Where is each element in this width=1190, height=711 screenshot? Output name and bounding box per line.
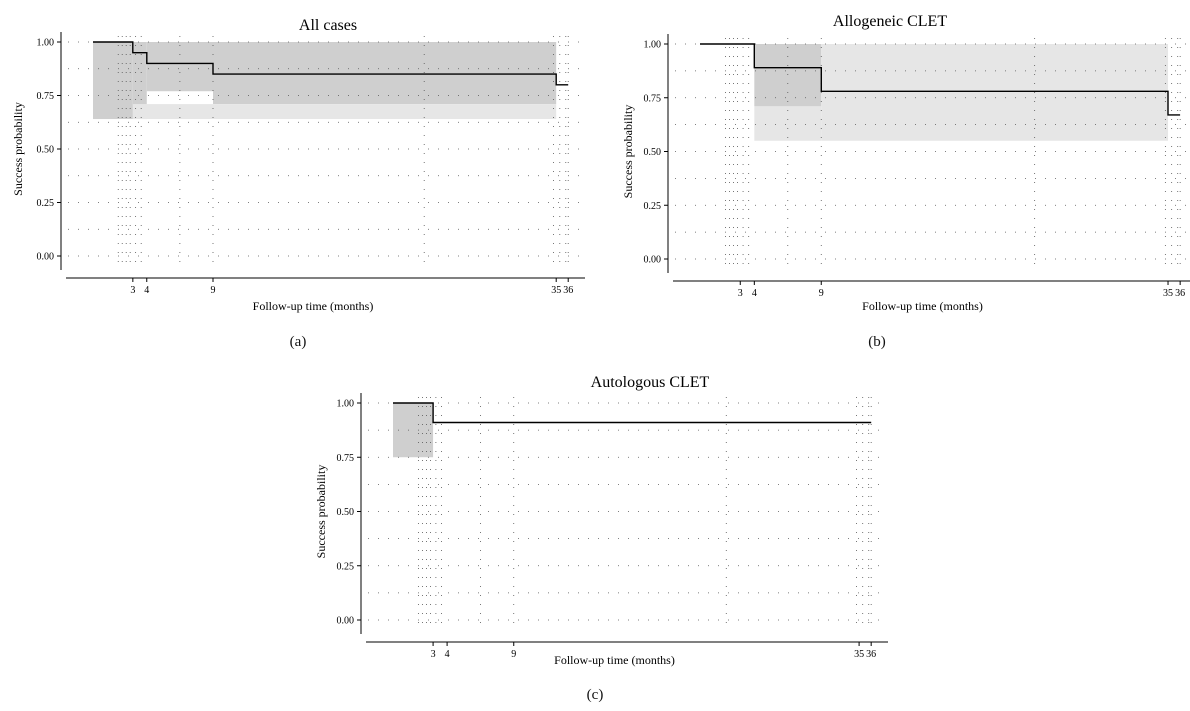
chart-panel-c: 0.00 0.25 0.50 0.75 1.00 3 4 9 35 36 Autologous CL… (300, 360, 910, 680)
y-tick-label: 0.50 (337, 507, 355, 518)
y-tick-label: 0.50 (644, 147, 662, 158)
ci-band (754, 44, 822, 107)
y-tick-label: 1.00 (644, 40, 662, 51)
x-tick-label: 9 (819, 288, 824, 299)
ci-band (93, 42, 133, 120)
ci-band (132, 42, 147, 120)
chart-panel-b: 0.00 0.25 0.50 0.75 1.00 3 4 9 35 36 Allogeneic CL… (605, 0, 1190, 340)
x-tick-label: 4 (144, 285, 149, 296)
y-tick-label: 0.25 (644, 201, 662, 212)
x-tick-label: 35 (1163, 288, 1173, 299)
x-axis-label: Follow-up time (months) (253, 299, 374, 313)
panel-label-b: (b) (868, 334, 886, 350)
chart-title: All cases (299, 17, 357, 34)
survival-step-line (393, 402, 872, 424)
chart-a-svg: 0.00 0.25 0.50 0.75 1.00 3 4 9 35 36 All cases Foll… (11, 17, 585, 313)
x-axis-label: Follow-up time (months) (862, 299, 983, 313)
x-tick-label: 4 (752, 288, 757, 299)
y-tick-label: 1.00 (37, 38, 55, 49)
y-tick-label: 0.00 (37, 252, 55, 263)
x-tick-label: 4 (445, 649, 450, 660)
x-tick-label: 9 (511, 649, 516, 660)
x-tick-label: 3 (130, 285, 135, 296)
y-tick-label: 0.75 (37, 91, 55, 102)
ci-band (754, 106, 822, 141)
y-tick-label: 0.50 (37, 145, 55, 156)
x-axis-label: Follow-up time (months) (554, 653, 675, 667)
y-tick-label: 0.75 (337, 453, 355, 464)
chart-panel-a: 0.00 0.25 0.50 0.75 1.00 3 4 9 35 36 All cases Foll… (0, 0, 600, 340)
x-tick-label: 36 (1175, 288, 1185, 299)
y-tick-label: 0.25 (37, 198, 55, 209)
survival-step-line (93, 41, 569, 86)
chart-title: Allogeneic CLET (833, 13, 947, 30)
x-tick-label: 3 (431, 649, 436, 660)
ci-band (821, 44, 1169, 141)
survival-step-line (700, 43, 1181, 116)
y-tick-label: 0.00 (337, 616, 355, 627)
y-tick-label: 0.00 (644, 255, 662, 266)
y-axis-label: Success probability (314, 465, 328, 559)
y-axis-label: Success probability (11, 102, 25, 196)
ci-band (393, 403, 434, 458)
y-axis-label: Success probability (621, 105, 635, 199)
panel-label-c: (c) (586, 687, 604, 703)
y-tick-label: 0.75 (644, 93, 662, 104)
x-tick-label: 36 (563, 285, 573, 296)
x-tick-label: 9 (211, 285, 216, 296)
ci-band (146, 42, 213, 92)
x-tick-label: 35 (551, 285, 561, 296)
x-tick-label: 35 (854, 649, 864, 660)
y-tick-label: 1.00 (337, 399, 355, 410)
ci-band (132, 104, 557, 120)
x-tick-label: 36 (866, 649, 876, 660)
chart-title: Autologous CLET (591, 374, 710, 391)
y-tick-label: 0.25 (337, 561, 355, 572)
x-tick-label: 3 (738, 288, 743, 299)
chart-c-svg: 0.00 0.25 0.50 0.75 1.00 3 4 9 35 36 Autologous CL… (314, 374, 888, 667)
panel-label-a: (a) (289, 334, 307, 350)
ci-band (213, 42, 557, 105)
chart-b-svg: 0.00 0.25 0.50 0.75 1.00 3 4 9 35 36 Allogeneic CL… (621, 13, 1190, 313)
